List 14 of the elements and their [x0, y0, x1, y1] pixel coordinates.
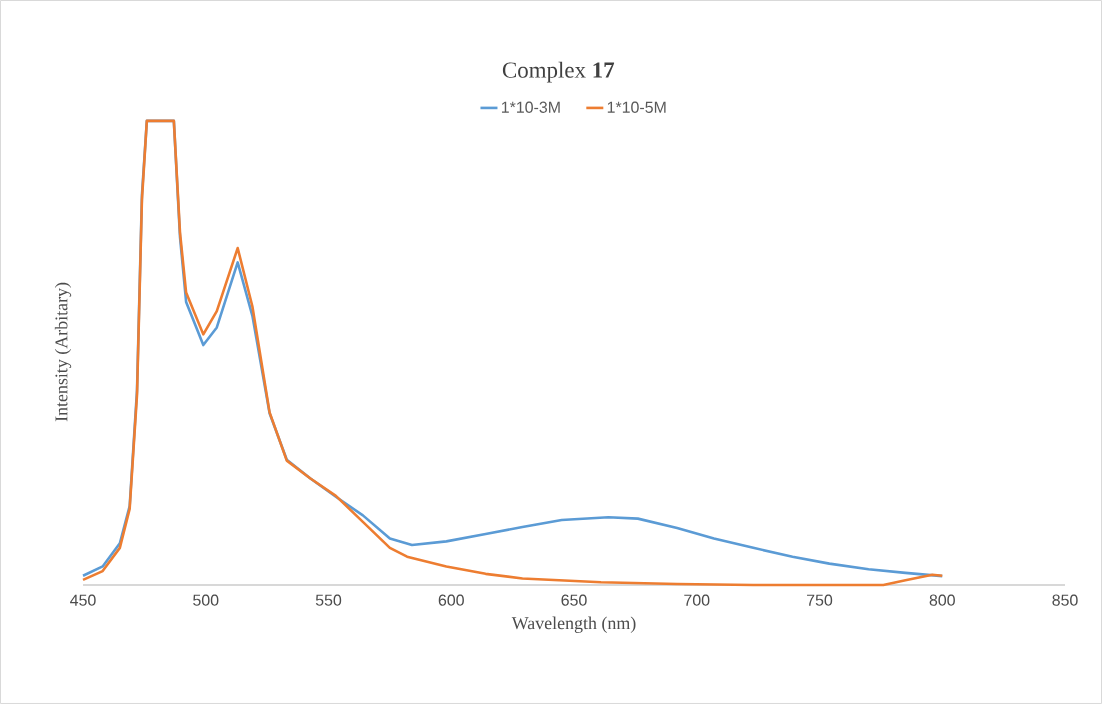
x-axis-title: Wavelength (nm) [511, 616, 636, 633]
x-tick-label: 700 [684, 594, 710, 606]
x-tick-label: 800 [929, 594, 955, 606]
x-tick-label: 450 [70, 594, 96, 606]
x-tick-label: 550 [315, 594, 342, 606]
x-tick-label: 750 [807, 594, 833, 606]
x-tick-label: 500 [193, 594, 219, 606]
legend-label: 1*10-5M [607, 101, 666, 113]
x-tick-label: 850 [1052, 594, 1078, 606]
x-tick-label: 600 [438, 594, 464, 606]
x-tick-label: 650 [561, 594, 587, 606]
legend-label: 1*10-3M [501, 101, 560, 113]
chart-title: Complex 17 [502, 61, 615, 83]
y-axis-title: Intensity (Arbitary) [54, 282, 72, 422]
